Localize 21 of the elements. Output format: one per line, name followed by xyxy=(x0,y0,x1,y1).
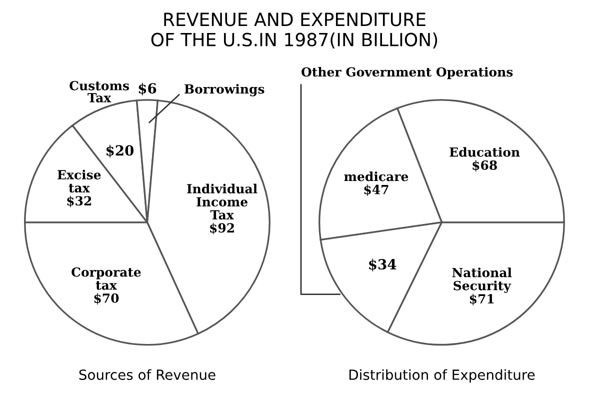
slice-label: Education xyxy=(450,147,520,157)
slice-label: Borrowings xyxy=(184,84,264,96)
data-label: $71 xyxy=(470,294,494,306)
text: Sources of Revenue xyxy=(79,369,216,380)
text: Distribution of Expenditure xyxy=(349,369,535,383)
chart-title: REVENUE AND EXPENDITURE OF THE U.S.IN 1987(IN BILLION) xyxy=(151,12,438,49)
data-label: $32 xyxy=(67,196,92,208)
slice-label: Excise tax xyxy=(58,170,101,193)
data-label: $70 xyxy=(94,293,119,305)
slice-label: Other Government Operations xyxy=(302,66,513,80)
slice-label: Corporate tax xyxy=(72,267,141,290)
data-label: $6 xyxy=(138,82,156,96)
slice-label: Individual Income Tax xyxy=(187,184,258,220)
data-label: $34 xyxy=(369,258,396,272)
slice-label: medicare xyxy=(344,172,408,182)
slice-label: National Security xyxy=(452,268,512,293)
data-label: $68 xyxy=(472,160,497,172)
data-label: $20 xyxy=(106,144,134,158)
data-label: $92 xyxy=(210,222,234,234)
slice-label: Customs Tax xyxy=(70,80,129,102)
data-label: $47 xyxy=(364,184,388,196)
